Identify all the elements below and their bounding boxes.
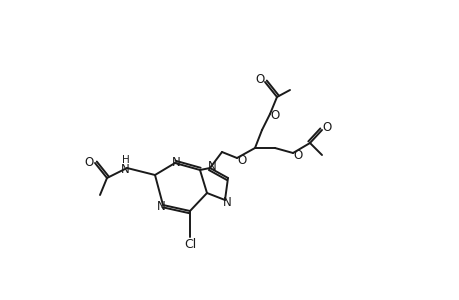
Text: N: N [171,155,180,169]
Text: O: O [270,109,279,122]
Text: N: N [156,200,165,214]
Text: O: O [293,148,302,161]
Text: O: O [237,154,246,166]
Text: N: N [222,196,231,208]
Text: O: O [84,155,94,169]
Text: Cl: Cl [184,238,196,250]
Text: H: H [122,155,129,165]
Text: N: N [120,163,129,176]
Text: O: O [255,73,264,85]
Text: O: O [322,121,331,134]
Text: N: N [207,160,216,172]
